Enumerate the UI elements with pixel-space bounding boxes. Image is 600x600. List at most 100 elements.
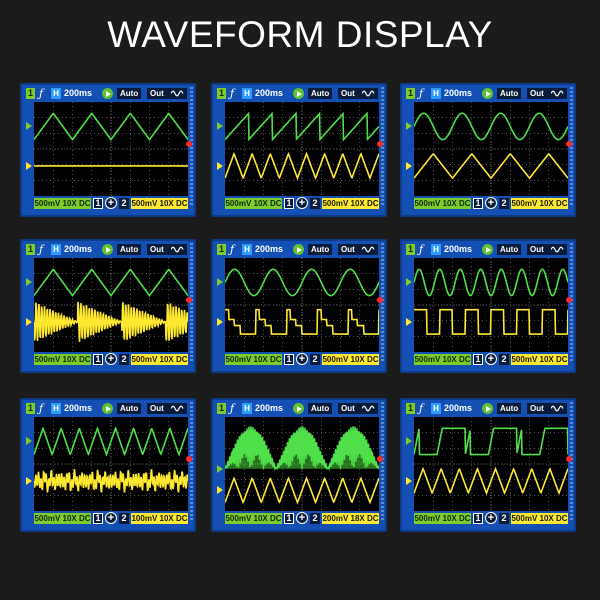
trigger-edge-icon[interactable]: ƒ xyxy=(230,402,235,415)
horizontal-badge[interactable]: H xyxy=(431,403,441,414)
trigger-mode-button[interactable]: Auto xyxy=(308,403,333,414)
channel-2-select[interactable]: 2 xyxy=(119,198,129,209)
channel-2-scale[interactable]: 500mV 10X DC xyxy=(511,198,568,209)
trigger-mode-button[interactable]: Auto xyxy=(497,244,522,255)
channel-2-scale[interactable]: 500mV 10X DC xyxy=(511,354,568,365)
horizontal-badge[interactable]: H xyxy=(431,244,441,255)
plus-icon[interactable]: + xyxy=(105,353,117,365)
trigger-mode-button[interactable]: Auto xyxy=(117,403,142,414)
trigger-mode-button[interactable]: Auto xyxy=(308,88,333,99)
channel-2-select[interactable]: 2 xyxy=(499,198,509,209)
channel-2-select[interactable]: 2 xyxy=(499,513,509,524)
horizontal-badge[interactable]: H xyxy=(242,244,252,255)
channel-1-scale[interactable]: 500mV 10X DC xyxy=(225,513,282,524)
channel-1-scale[interactable]: 500mV 10X DC xyxy=(225,354,282,365)
horizontal-badge[interactable]: H xyxy=(51,88,61,99)
trigger-level-marker[interactable] xyxy=(377,141,383,148)
plus-icon[interactable]: + xyxy=(105,512,117,524)
output-button[interactable]: Out xyxy=(338,403,378,414)
channel-2-marker[interactable] xyxy=(26,161,32,170)
play-icon[interactable] xyxy=(482,88,493,99)
trigger-level-marker[interactable] xyxy=(377,297,383,304)
channel-2-scale[interactable]: 500mV 10X DC xyxy=(131,354,188,365)
play-icon[interactable] xyxy=(293,244,304,255)
trigger-edge-icon[interactable]: ƒ xyxy=(419,402,424,415)
channel-1-scale[interactable]: 500mV 10X DC xyxy=(34,513,91,524)
trigger-mode-button[interactable]: Auto xyxy=(497,403,522,414)
trigger-mode-button[interactable]: Auto xyxy=(497,88,522,99)
channel-2-marker[interactable] xyxy=(217,486,223,495)
channel-2-marker[interactable] xyxy=(406,476,412,485)
channel-1-badge[interactable]: 1 xyxy=(26,88,35,99)
channel-2-select[interactable]: 2 xyxy=(119,513,129,524)
output-button[interactable]: Out xyxy=(147,244,187,255)
plus-icon[interactable]: + xyxy=(485,512,497,524)
channel-2-select[interactable]: 2 xyxy=(119,354,129,365)
play-icon[interactable] xyxy=(482,403,493,414)
trigger-level-marker[interactable] xyxy=(186,141,192,148)
output-button[interactable]: Out xyxy=(527,244,567,255)
trigger-edge-icon[interactable]: ƒ xyxy=(39,243,44,256)
channel-1-scale[interactable]: 500mV 10X DC xyxy=(34,354,91,365)
timebase-label[interactable]: 200ms xyxy=(64,244,93,254)
channel-2-marker[interactable] xyxy=(26,317,32,326)
plus-icon[interactable]: + xyxy=(296,353,308,365)
trigger-level-marker[interactable] xyxy=(377,456,383,463)
channel-2-scale[interactable]: 500mV 10X DC xyxy=(322,198,379,209)
channel-2-select[interactable]: 2 xyxy=(499,354,509,365)
horizontal-badge[interactable]: H xyxy=(51,244,61,255)
channel-2-select[interactable]: 2 xyxy=(310,513,320,524)
channel-2-marker[interactable] xyxy=(26,476,32,485)
output-button[interactable]: Out xyxy=(147,88,187,99)
channel-1-select[interactable]: 1 xyxy=(93,198,103,209)
channel-2-marker[interactable] xyxy=(406,161,412,170)
channel-1-select[interactable]: 1 xyxy=(473,513,483,524)
trigger-level-marker[interactable] xyxy=(566,456,572,463)
side-scrollbar[interactable] xyxy=(190,402,193,522)
channel-1-badge[interactable]: 1 xyxy=(406,244,415,255)
channel-1-badge[interactable]: 1 xyxy=(217,88,226,99)
plus-icon[interactable]: + xyxy=(105,197,117,209)
channel-1-badge[interactable]: 1 xyxy=(217,403,226,414)
timebase-label[interactable]: 200ms xyxy=(444,403,473,413)
timebase-label[interactable]: 200ms xyxy=(64,88,93,98)
play-icon[interactable] xyxy=(293,88,304,99)
timebase-label[interactable]: 200ms xyxy=(255,403,284,413)
trigger-edge-icon[interactable]: ƒ xyxy=(230,87,235,100)
side-scrollbar[interactable] xyxy=(190,243,193,363)
trigger-mode-button[interactable]: Auto xyxy=(117,244,142,255)
side-scrollbar[interactable] xyxy=(570,243,573,363)
play-icon[interactable] xyxy=(102,244,113,255)
horizontal-badge[interactable]: H xyxy=(51,403,61,414)
timebase-label[interactable]: 200ms xyxy=(255,244,284,254)
channel-1-scale[interactable]: 500mV 10X DC xyxy=(34,198,91,209)
side-scrollbar[interactable] xyxy=(381,87,384,207)
channel-2-scale[interactable]: 500mV 10X DC xyxy=(131,198,188,209)
trigger-edge-icon[interactable]: ƒ xyxy=(39,402,44,415)
channel-1-badge[interactable]: 1 xyxy=(217,244,226,255)
output-button[interactable]: Out xyxy=(147,403,187,414)
horizontal-badge[interactable]: H xyxy=(431,88,441,99)
timebase-label[interactable]: 200ms xyxy=(64,403,93,413)
channel-1-badge[interactable]: 1 xyxy=(406,88,415,99)
output-button[interactable]: Out xyxy=(527,88,567,99)
side-scrollbar[interactable] xyxy=(381,243,384,363)
channel-1-select[interactable]: 1 xyxy=(284,198,294,209)
channel-1-badge[interactable]: 1 xyxy=(406,403,415,414)
channel-2-select[interactable]: 2 xyxy=(310,354,320,365)
horizontal-badge[interactable]: H xyxy=(242,88,252,99)
side-scrollbar[interactable] xyxy=(381,402,384,522)
channel-1-marker[interactable] xyxy=(406,437,412,446)
channel-1-marker[interactable] xyxy=(26,278,32,287)
timebase-label[interactable]: 200ms xyxy=(255,88,284,98)
play-icon[interactable] xyxy=(293,403,304,414)
trigger-edge-icon[interactable]: ƒ xyxy=(230,243,235,256)
channel-2-scale[interactable]: 500mV 10X DC xyxy=(511,513,568,524)
side-scrollbar[interactable] xyxy=(570,402,573,522)
play-icon[interactable] xyxy=(102,88,113,99)
output-button[interactable]: Out xyxy=(338,244,378,255)
horizontal-badge[interactable]: H xyxy=(242,403,252,414)
channel-2-select[interactable]: 2 xyxy=(310,198,320,209)
trigger-mode-button[interactable]: Auto xyxy=(308,244,333,255)
play-icon[interactable] xyxy=(102,403,113,414)
